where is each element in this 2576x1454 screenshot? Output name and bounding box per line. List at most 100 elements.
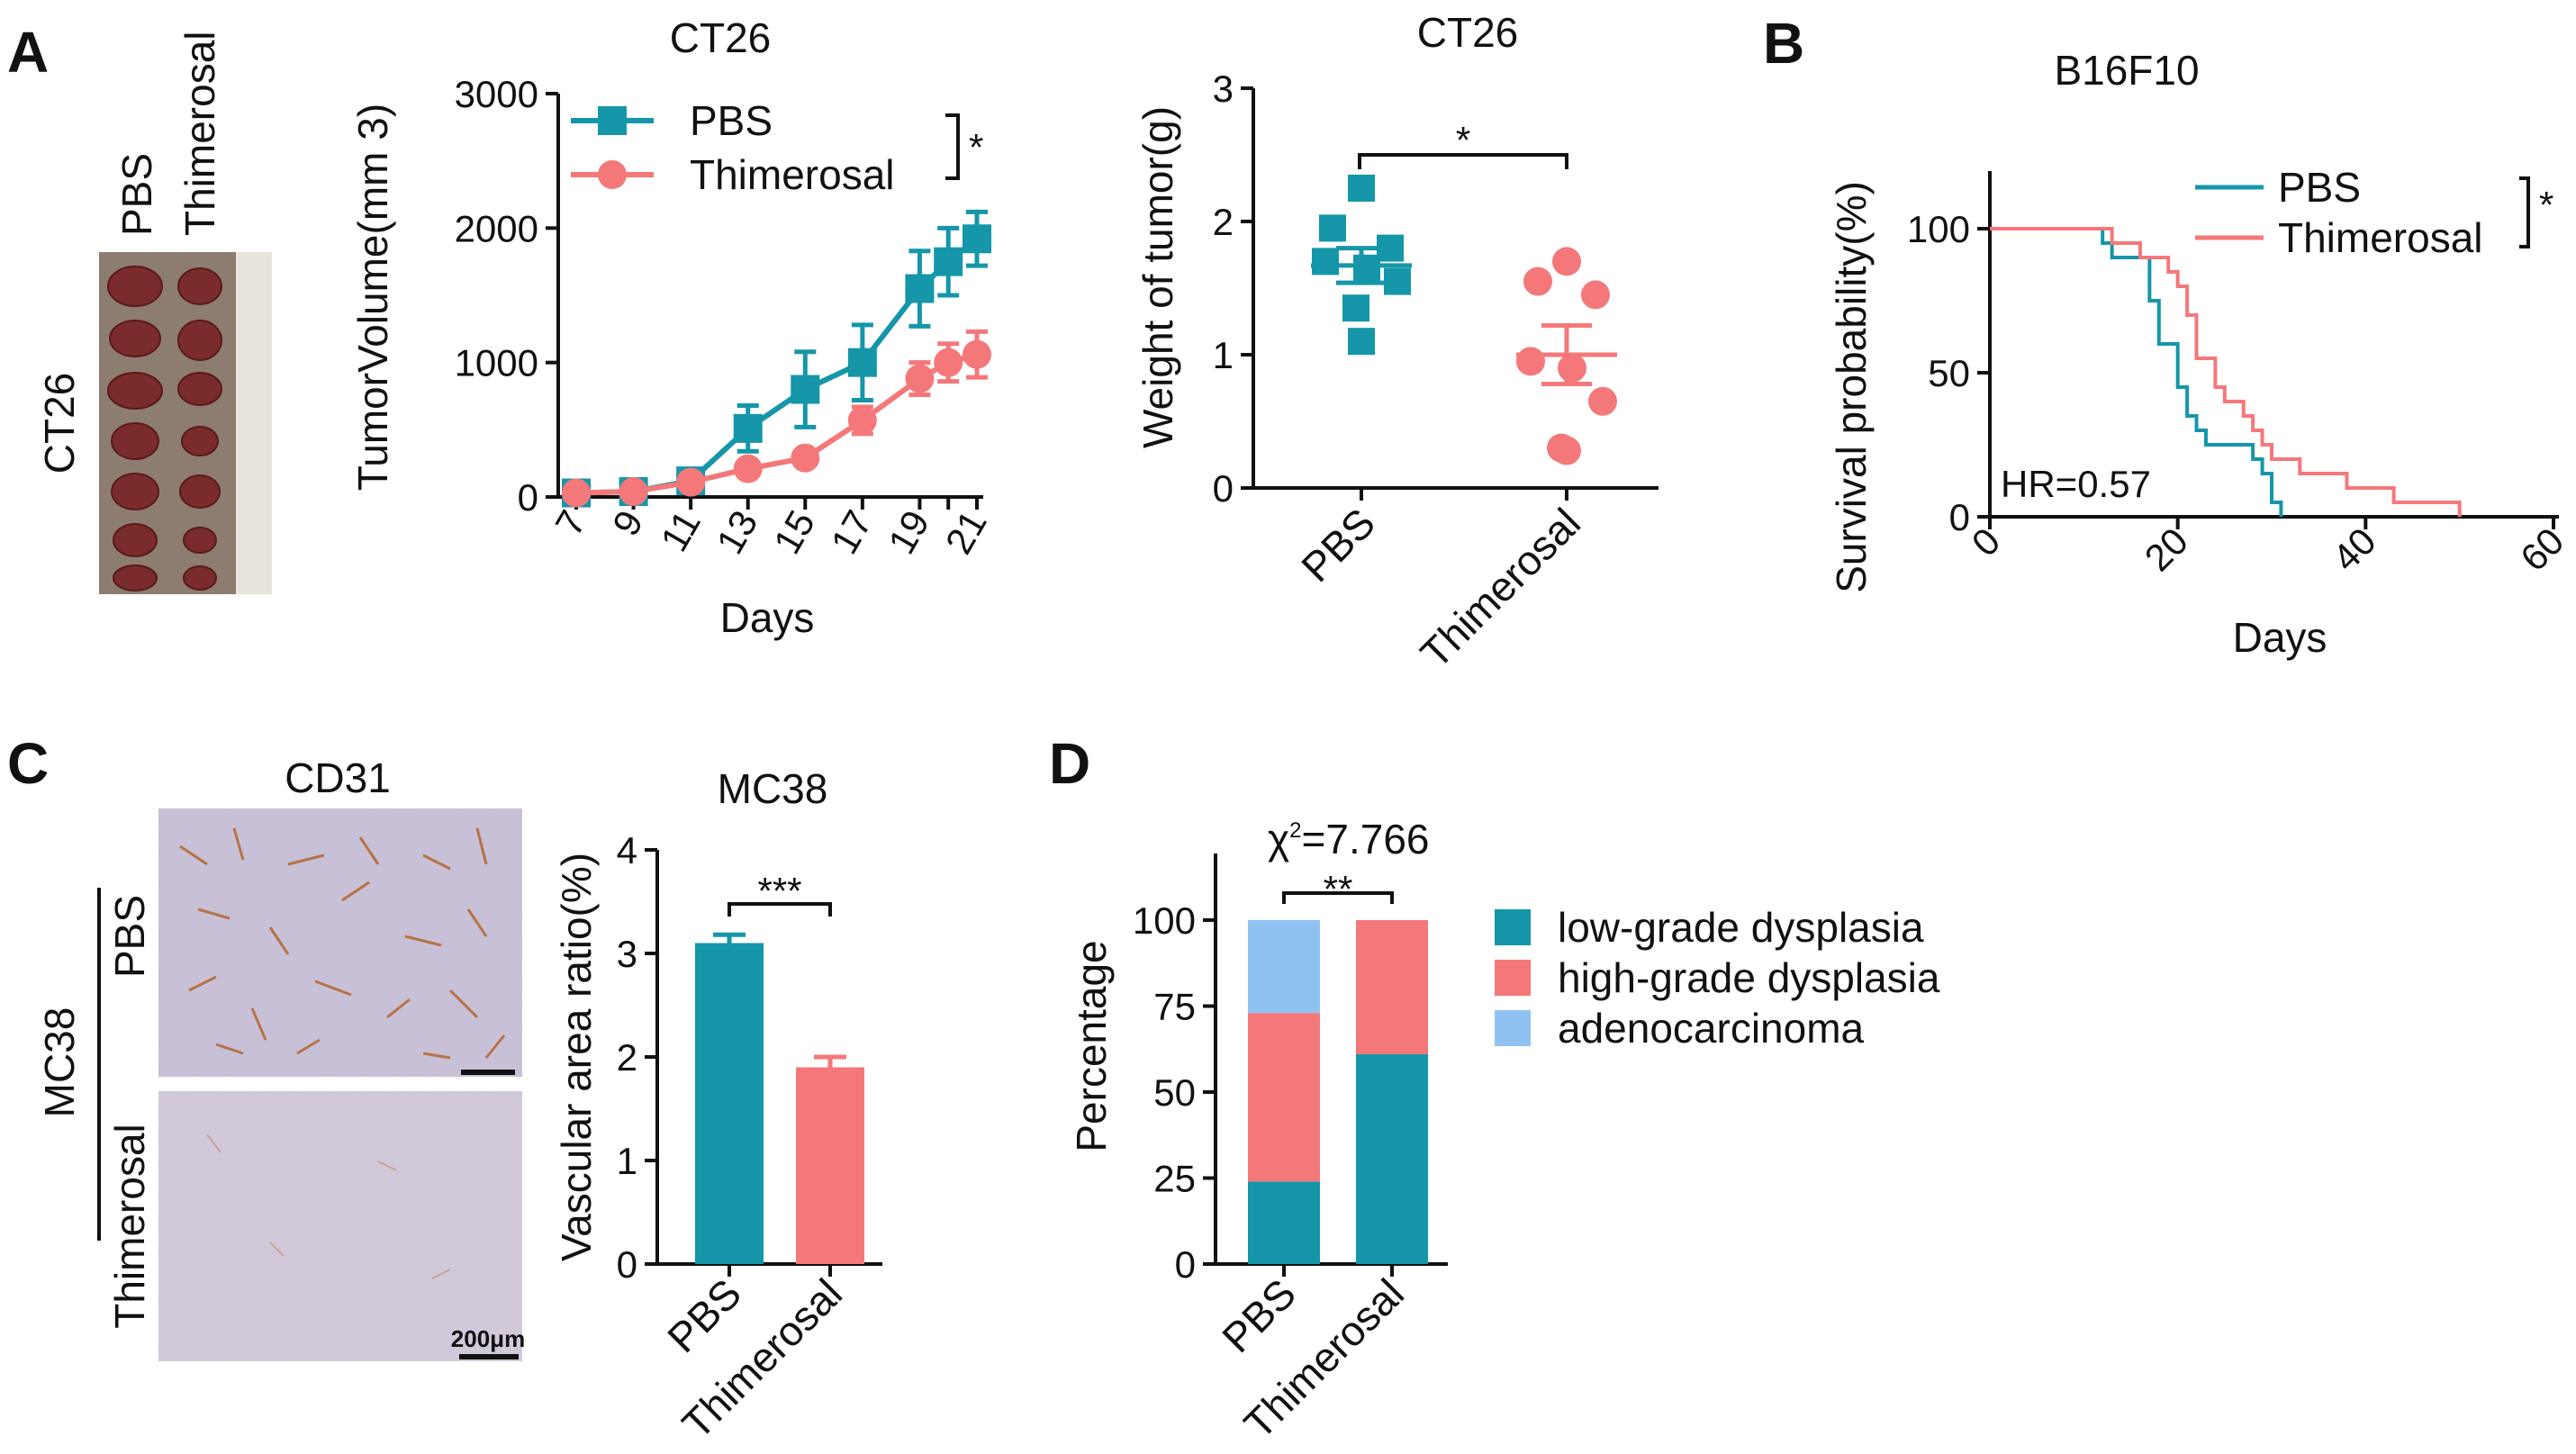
grade-ytick-label: 100 <box>1133 899 1196 942</box>
tumor-growth-chart: CT26 TumorVolume(mm 3) Days 0 1000 2000 300… <box>349 14 995 641</box>
vascular-errorbar <box>713 932 746 944</box>
ihc-group-label: MC38 <box>36 1007 83 1118</box>
weight-point-thimerosal <box>1581 280 1610 310</box>
tumor-photo <box>99 252 272 594</box>
weight-ytick-label: 2 <box>1213 201 1234 243</box>
survival-title: B16F10 <box>2054 47 2199 94</box>
weight-point-pbs <box>1312 248 1339 275</box>
weight-significance: * <box>1456 119 1470 161</box>
grade-segment-pbs-low-grade <box>1248 1181 1320 1264</box>
growth-point-thimerosal <box>619 477 648 507</box>
growth-point-pbs <box>963 224 991 254</box>
chi-superscript: 2 <box>1289 818 1301 843</box>
panel-label-d: D <box>1049 731 1090 796</box>
weight-point-thimerosal <box>1558 353 1586 383</box>
chi-value: =7.766 <box>1302 816 1430 862</box>
survival-legend-pbs: PBS <box>2278 164 2361 211</box>
vascular-ytick-label: 3 <box>617 933 637 975</box>
grade-segment-pbs-high-grade <box>1248 1013 1320 1182</box>
growth-ytick-label: 1000 <box>455 342 538 384</box>
growth-point-thimerosal <box>791 443 820 473</box>
grade-chart: χ2=7.766 Percentage 0255075100PBSThimero… <box>1068 816 1940 1448</box>
ihc-row-label-thimerosal: Thimerosal <box>106 1124 153 1329</box>
growth-ytick-label: 0 <box>518 476 538 519</box>
weight-point-pbs <box>1342 294 1369 322</box>
survival-xtick-label: 60 <box>2512 519 2571 579</box>
photo-col-label-pbs: PBS <box>113 153 160 236</box>
vascular-xtick-label: PBS <box>658 1269 750 1361</box>
grade-segment-thimerosal-high-grade <box>1356 920 1428 1054</box>
weight-point-thimerosal <box>1516 347 1545 376</box>
survival-ytick-label: 100 <box>1907 208 1970 250</box>
vascular-ytick-label: 4 <box>617 829 637 871</box>
weight-point-thimerosal <box>1523 266 1552 296</box>
weight-ytick-label: 1 <box>1213 334 1234 376</box>
vascular-significance: *** <box>757 870 801 912</box>
survival-ytick-label: 50 <box>1928 352 1970 394</box>
legend-adenocarcinoma: adenocarcinoma <box>1558 1005 1865 1052</box>
weight-title: CT26 <box>1417 9 1518 56</box>
growth-xtick-label: 19 <box>880 503 937 561</box>
growth-point-thimerosal <box>905 364 935 393</box>
growth-xtick-label: 7 <box>547 503 593 543</box>
survival-xtick-label: 0 <box>1964 519 2009 564</box>
vascular-bar-pbs <box>695 943 764 1264</box>
ihc-row-label-pbs: PBS <box>106 895 153 978</box>
growth-point-thimerosal <box>733 454 763 483</box>
growth-ytick-label: 3000 <box>455 73 538 115</box>
vascular-bar-thimerosal <box>796 1067 864 1264</box>
growth-xtick-label: 11 <box>652 503 709 558</box>
photo-row-label: CT26 <box>36 373 83 474</box>
weight-ytick-label: 0 <box>1213 467 1234 510</box>
grade-sig-bracket <box>1282 891 1394 904</box>
chi-symbol: χ <box>1268 816 1289 862</box>
vessel-staining-sparse <box>206 1133 451 1279</box>
growth-sig-bracket <box>945 113 960 180</box>
weight-xtick-label: Thimerosal <box>1411 499 1589 677</box>
vascular-errorbar <box>814 1054 846 1068</box>
scale-bar <box>459 1354 519 1359</box>
legend-marker-pbs <box>598 106 627 135</box>
grade-ytick-label: 0 <box>1175 1243 1196 1286</box>
grade-significance: ** <box>1324 868 1353 910</box>
weight-sig-bracket <box>1358 153 1568 169</box>
grade-ytick-label: 50 <box>1153 1071 1196 1114</box>
panel-label-a: A <box>7 20 49 85</box>
survival-xtick-label: 20 <box>2137 519 2196 579</box>
survival-curve-thimerosal <box>1990 227 2462 517</box>
growth-ytick-label: 2000 <box>455 207 538 249</box>
growth-point-thimerosal <box>562 478 591 508</box>
growth-significance: * <box>969 126 983 168</box>
growth-x-label: Days <box>720 594 815 641</box>
growth-point-pbs <box>847 348 877 377</box>
panel-label-c: C <box>7 731 49 796</box>
legend-marker-thimerosal <box>598 160 627 189</box>
grade-xtick-label: PBS <box>1213 1269 1305 1361</box>
scale-bar-top <box>461 1070 515 1075</box>
grade-y-label: Percentage <box>1068 940 1115 1151</box>
vascular-chart: MC38 Vascular area ratio(%) 01234PBSThim… <box>553 765 882 1448</box>
growth-xtick-label: 17 <box>823 503 881 561</box>
grade-segment-pbs-adenocarcinoma <box>1248 920 1320 1014</box>
survival-hr: HR=0.57 <box>2001 463 2151 505</box>
weight-point-thimerosal <box>1552 436 1581 465</box>
vascular-ytick-label: 2 <box>617 1036 637 1079</box>
survival-legend: PBS Thimerosal <box>2195 164 2483 261</box>
growth-point-thimerosal <box>676 467 706 497</box>
grade-ytick-label: 75 <box>1153 986 1196 1028</box>
weight-point-thimerosal <box>1552 247 1581 276</box>
survival-ytick-label: 0 <box>1949 496 1970 538</box>
chi-title: χ2=7.766 <box>1268 816 1430 862</box>
ihc-title: CD31 <box>285 754 391 801</box>
survival-x-label: Days <box>2233 614 2327 661</box>
growth-xtick-label: 13 <box>708 503 765 561</box>
legend-swatch-adenocarcinoma <box>1495 1010 1531 1046</box>
grade-ytick-label: 25 <box>1153 1158 1196 1200</box>
scale-bar-label: 200μm <box>451 1325 525 1352</box>
survival-sig-bracket <box>2519 176 2530 248</box>
growth-point-pbs <box>934 247 963 276</box>
growth-point-thimerosal <box>934 348 963 377</box>
growth-point-pbs <box>905 274 935 303</box>
survival-y-label: Survival probability(%) <box>1828 181 1875 593</box>
photo-col-label-thimerosal: Thimerosal <box>176 31 223 236</box>
